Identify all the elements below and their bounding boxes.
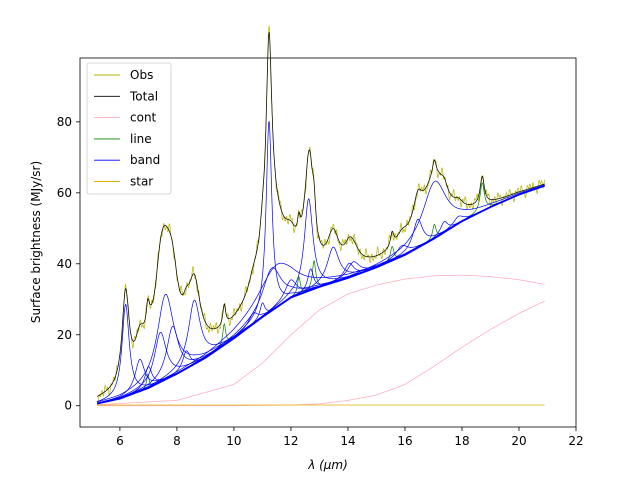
x-tick-label: 14	[340, 434, 355, 448]
x-tick-label: 8	[173, 434, 181, 448]
y-tick-label: 60	[57, 186, 72, 200]
band-feature-24	[97, 185, 545, 404]
band-feature-18	[97, 185, 545, 404]
x-tick-label: 6	[116, 434, 124, 448]
line-feature-5	[97, 185, 545, 404]
y-axis-ticks: 0 20 40 60 80	[57, 115, 80, 413]
line-feature-6	[97, 185, 545, 404]
band-feature-2	[97, 185, 545, 404]
continuum-base	[96, 184, 546, 405]
y-axis-label: Surface brightness (MJy/sr)	[29, 161, 43, 323]
band-feature-7	[97, 185, 545, 404]
x-tick-label: 10	[226, 434, 241, 448]
legend-label-line: line	[130, 132, 152, 146]
legend-label-obs: Obs	[130, 68, 153, 82]
cont-component-1	[97, 274, 545, 406]
x-tick-label: 12	[283, 434, 298, 448]
band-feature-9	[97, 185, 545, 404]
line-feature-4	[97, 185, 545, 404]
x-tick-label: 18	[454, 434, 469, 448]
band-feature-21	[97, 185, 545, 404]
legend-label-band: band	[130, 153, 160, 167]
x-axis-label: λ (μm)	[307, 458, 348, 472]
y-tick-label: 0	[64, 399, 72, 413]
band-feature-8	[97, 185, 545, 404]
band-feature-19	[97, 185, 545, 404]
y-tick-label: 80	[57, 115, 72, 129]
band-feature-23	[97, 185, 545, 404]
x-axis-ticks: 6 8 10 12 14 16 18 20 22	[116, 427, 584, 448]
band-feature-14	[97, 185, 545, 404]
band-feature-4	[97, 185, 545, 404]
y-tick-label: 40	[57, 257, 72, 271]
legend: Obs Total cont line band star	[86, 62, 172, 195]
legend-label-total: Total	[129, 89, 158, 103]
line-feature-3	[97, 185, 545, 404]
series-layer	[96, 25, 546, 407]
band-feature-16	[97, 185, 545, 404]
x-tick-label: 16	[397, 434, 412, 448]
total-series	[96, 32, 545, 397]
band-feature-17	[97, 185, 545, 404]
band-feature-10	[97, 185, 545, 404]
legend-box	[86, 62, 172, 195]
x-tick-label: 20	[511, 434, 526, 448]
cont-component-2	[97, 300, 545, 407]
legend-label-star: star	[130, 175, 153, 189]
line-feature-1	[97, 185, 545, 404]
band-feature-6	[97, 185, 545, 404]
y-tick-label: 20	[57, 328, 72, 342]
band-feature-3	[97, 185, 545, 404]
plot-area-frame	[79, 57, 577, 428]
band-feature-13	[97, 185, 545, 404]
line-feature-2	[97, 185, 545, 404]
x-tick-label: 22	[568, 434, 583, 448]
band-feature-20	[97, 185, 545, 404]
band-feature-1	[96, 185, 545, 402]
band-feature-15	[97, 185, 545, 404]
band-feature-12	[97, 185, 545, 404]
band-feature-5	[97, 185, 545, 403]
legend-label-cont: cont	[130, 111, 157, 125]
line-feature-7	[97, 182, 545, 404]
